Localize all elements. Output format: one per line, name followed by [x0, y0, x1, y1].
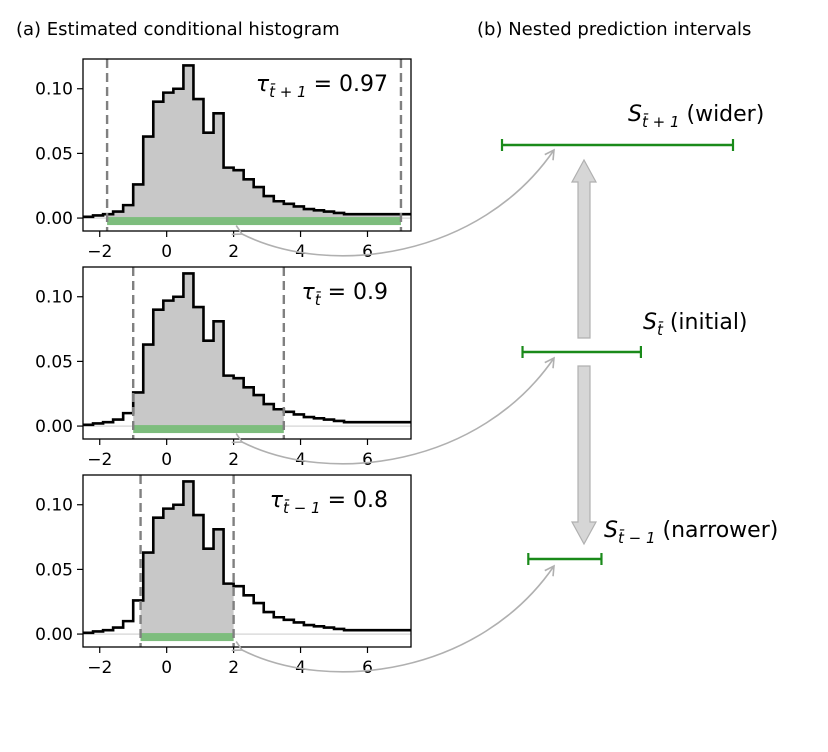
block-arrows — [570, 158, 598, 546]
y-tick-label: 0.10 — [35, 80, 73, 100]
histogram-panel-bottom: −2 0 2 4 60.000.050.10 τt̄ − 1 = 0.8 — [35, 474, 412, 678]
tau-annotation: τt̄ − 1 = 0.8 — [270, 488, 388, 517]
interval-subscript: t̄ − 1 — [618, 528, 656, 547]
interval-band — [140, 633, 234, 642]
interval-symbol: S — [628, 102, 642, 127]
x-tick-label: 2 — [228, 658, 239, 678]
histogram-panel-top: −2 0 2 4 60.000.050.10 τt̄ + 1 = 0.97 — [35, 58, 412, 262]
y-tick-label: 0.10 — [35, 496, 73, 516]
y-tick-label: 0.00 — [35, 209, 73, 229]
x-tick-label: 6 — [362, 242, 373, 262]
y-tick-label: 0.10 — [35, 288, 73, 308]
tau-symbol: τ — [256, 72, 270, 97]
tau-annotation: τt̄ + 1 = 0.97 — [256, 72, 388, 101]
block-arrow-down — [570, 365, 598, 546]
x-tick-label: 2 — [228, 450, 239, 470]
x-tick-label: −2 — [87, 658, 112, 678]
x-tick-label: 6 — [362, 450, 373, 470]
connector-arrow-middle — [231, 356, 555, 465]
tau-symbol: τ — [270, 488, 284, 513]
interval-label: St̄ + 1 (wider) — [628, 102, 764, 131]
y-tick-label: 0.05 — [35, 352, 73, 372]
interval-symbol: S — [643, 310, 657, 335]
tau-subscript: t̄ − 1 — [283, 498, 321, 517]
connector-arrow-top — [231, 148, 555, 257]
shaded-region — [133, 273, 284, 427]
interval-symbol: S — [604, 518, 618, 543]
connector-arrows — [231, 148, 555, 673]
interval-note: (narrower) — [656, 518, 779, 543]
tau-annotation: τt̄ = 0.9 — [301, 280, 388, 309]
panel-a-title: (a) Estimated conditional histogram — [16, 19, 340, 40]
histogram-panel-middle: −2 0 2 4 60.000.050.10 τt̄ = 0.9 — [35, 266, 412, 470]
interval-label: St̄ − 1 (narrower) — [604, 518, 778, 547]
interval-subscript: t̄ + 1 — [642, 112, 680, 131]
tau-subscript: t̄ + 1 — [269, 82, 307, 101]
interval-subscript: t̄ — [657, 320, 664, 339]
x-tick-label: 0 — [161, 450, 172, 470]
interval-band — [133, 425, 284, 434]
tau-value: = 0.9 — [321, 280, 388, 305]
y-tick-label: 0.00 — [35, 417, 73, 437]
connector-arrow-bottom — [231, 564, 555, 673]
x-tick-label: −2 — [87, 242, 112, 262]
interval-band — [107, 217, 401, 226]
x-tick-label: −2 — [87, 450, 112, 470]
x-tick-label: 6 — [362, 658, 373, 678]
tau-symbol: τ — [301, 280, 315, 305]
y-tick-label: 0.00 — [35, 625, 73, 645]
panel-b-title: (b) Nested prediction intervals — [477, 19, 751, 40]
interval-note: (wider) — [680, 102, 765, 127]
nested-intervals-panel: St̄ + 1 (wider)St̄ (initial)St̄ − 1 (nar… — [500, 102, 778, 565]
block-arrow-up — [570, 158, 598, 339]
interval-note: (initial) — [663, 310, 748, 335]
shaded-region — [140, 481, 234, 635]
x-tick-label: 2 — [228, 242, 239, 262]
tau-subscript: t̄ — [315, 290, 322, 309]
shaded-region — [107, 65, 401, 219]
tau-value: = 0.8 — [321, 488, 388, 513]
interval-label: St̄ (initial) — [643, 310, 748, 339]
y-tick-label: 0.05 — [35, 144, 73, 164]
y-tick-label: 0.05 — [35, 560, 73, 580]
x-tick-label: 0 — [161, 658, 172, 678]
tau-value: = 0.97 — [307, 72, 388, 97]
x-tick-label: 0 — [161, 242, 172, 262]
